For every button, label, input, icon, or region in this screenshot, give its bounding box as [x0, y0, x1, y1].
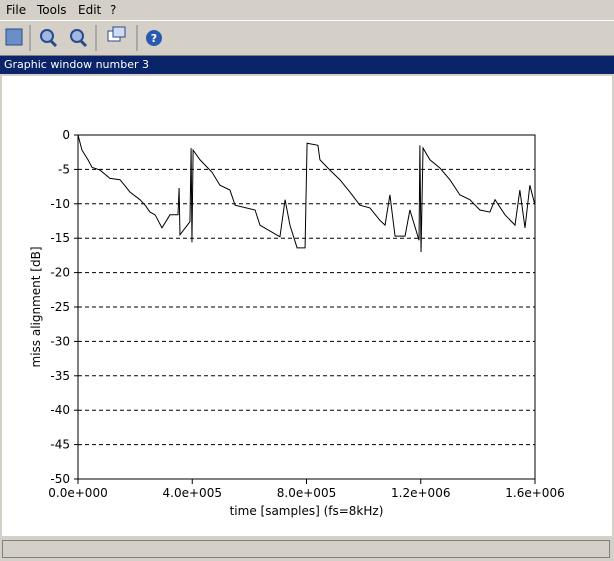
- data-line: [77, 134, 536, 252]
- x-tick-label: 8.0e+005: [277, 486, 336, 500]
- menu-item[interactable]: ?: [110, 3, 117, 17]
- menu-bar: File Tools Edit ?: [0, 0, 614, 19]
- y-tick-label: -20: [50, 266, 70, 280]
- zoom-icon[interactable]: [40, 29, 58, 48]
- menu-item[interactable]: Edit: [78, 3, 102, 17]
- menu-item[interactable]: File: [6, 3, 27, 17]
- x-tick-label: 4.0e+005: [163, 486, 222, 500]
- axes-box: [77, 134, 536, 480]
- x-tick-label: 1.6e+006: [505, 486, 564, 500]
- y-tick-label: -30: [50, 334, 70, 348]
- y-tick-label: -25: [50, 300, 70, 314]
- y-tick-label: -5: [58, 162, 70, 176]
- toolbar: ?: [0, 20, 614, 56]
- x-tick-label: 0.0e+000: [48, 486, 107, 500]
- status-bar: [2, 540, 610, 558]
- x-axis-label: time [samples] (fs=8kHz): [230, 504, 384, 518]
- y-tick-label: -40: [50, 403, 70, 417]
- unzoom-icon[interactable]: [70, 29, 88, 48]
- toolbar-icons: ?: [5, 25, 162, 51]
- y-tick-label: -45: [50, 438, 70, 452]
- svg-text:?: ?: [151, 32, 157, 45]
- y-axis-label: miss alignment [dB]: [29, 247, 43, 368]
- menu-item[interactable]: Tools: [37, 3, 67, 17]
- window-title: Graphic window number 3: [0, 56, 614, 74]
- help-icon[interactable]: ?: [146, 30, 162, 46]
- y-tick-label: -35: [50, 369, 70, 383]
- y-tick-label: -10: [50, 197, 70, 211]
- rotate-icon[interactable]: [5, 28, 23, 46]
- window-icon[interactable]: [107, 26, 126, 42]
- chart: 0 -5 -10 -15 -20 -25 -30 -35 -40 -45 -500.0e+000 4.…: [2, 76, 612, 536]
- x-tick-label: 1.2e+006: [391, 486, 450, 500]
- y-tick-label: -50: [50, 472, 70, 486]
- y-tick-label: 0: [62, 128, 70, 142]
- y-tick-label: -15: [50, 231, 70, 245]
